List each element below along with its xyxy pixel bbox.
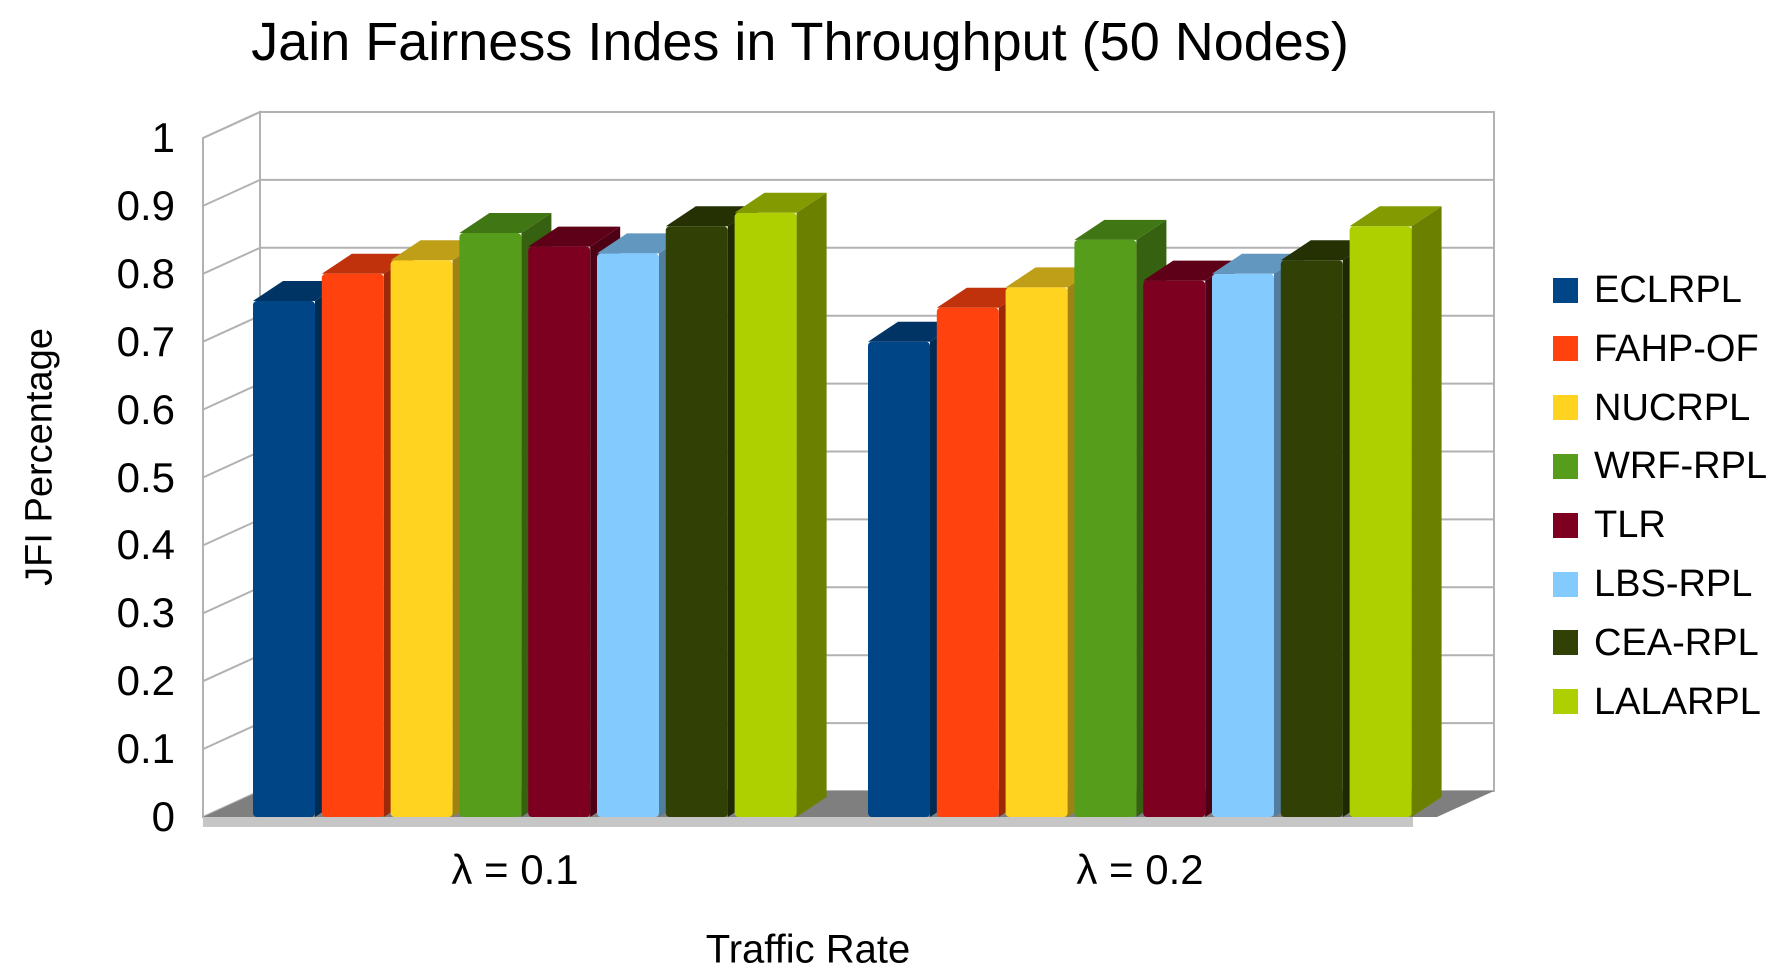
gridline-side	[202, 722, 261, 751]
legend-item-eclrpl: ECLRPL	[1553, 268, 1742, 312]
bar-lbs-rpl-2	[1212, 273, 1274, 817]
bar-fahp-of-2	[936, 307, 999, 817]
y-tick-label-0.8: 0.8	[116, 249, 175, 297]
bar-cea-rpl-1	[665, 226, 728, 817]
bar-tlr-2-top	[1143, 260, 1236, 281]
y-tick-label-0.9: 0.9	[116, 181, 175, 229]
bar-lalarpl-2	[1349, 226, 1412, 817]
gridline-side	[202, 586, 261, 615]
gridline-side	[202, 450, 261, 479]
legend-item-lalarpl: LALARPL	[1553, 680, 1761, 724]
x-axis-title: Traffic Rate	[705, 927, 911, 972]
bar-wrf-rpl-1-top	[459, 213, 552, 234]
bar-lalarpl-1	[734, 212, 797, 817]
legend-color-chip	[1553, 689, 1578, 715]
bar-nucrpl-2	[1005, 287, 1068, 817]
bar-cea-rpl-2	[1280, 260, 1343, 818]
bar-lalarpl-1-side	[796, 192, 827, 817]
legend-label: NUCRPL	[1594, 386, 1751, 429]
legend-item-cea-rpl: CEA-RPL	[1553, 621, 1759, 665]
legend-item-tlr: TLR	[1553, 503, 1666, 547]
bar-wrf-rpl-1	[459, 233, 522, 817]
legend-color-chip	[1553, 395, 1578, 421]
gridline-side	[202, 111, 261, 139]
gridline-side	[202, 314, 261, 343]
gridline-side	[202, 654, 261, 683]
y-tick-label-0.3: 0.3	[116, 589, 175, 637]
bar-fahp-of-1	[321, 273, 384, 817]
bar-lalarpl-2-side	[1411, 206, 1442, 817]
y-tick-label-0.7: 0.7	[116, 317, 175, 365]
y-tick-label-1: 1	[151, 114, 175, 161]
y-tick-label-0.6: 0.6	[116, 385, 175, 433]
legend-label: WRF-RPL	[1594, 445, 1768, 488]
gridline-side	[202, 246, 261, 275]
chart-title: Jain Fairness Indes in Throughput (50 No…	[251, 12, 1349, 72]
bar-tlr-1-top	[528, 226, 621, 247]
y-tick-label-0.1: 0.1	[116, 725, 175, 773]
bar-tlr-2	[1143, 280, 1206, 818]
x-category-label-2: λ = 0.2	[1076, 846, 1204, 893]
legend-label: TLR	[1594, 504, 1666, 547]
legend-item-lbs-rpl: LBS-RPL	[1553, 562, 1752, 606]
bar-lalarpl-1-top	[734, 192, 827, 213]
legend-color-chip	[1553, 630, 1578, 656]
bar-lbs-rpl-1	[597, 253, 659, 817]
bar-tlr-1	[528, 246, 591, 817]
legend-color-chip	[1553, 512, 1578, 538]
legend-item-fahp-of: FAHP-OF	[1553, 327, 1759, 371]
bar-wrf-rpl-2	[1074, 239, 1137, 818]
legend-color-chip	[1553, 571, 1578, 597]
legend-label: LBS-RPL	[1594, 563, 1753, 605]
legend-label: LALARPL	[1594, 680, 1761, 723]
legend-label: ECLRPL	[1594, 269, 1742, 311]
bar-eclrpl-1	[253, 300, 315, 818]
legend-color-chip	[1553, 336, 1578, 362]
gridline-side	[202, 518, 261, 547]
legend-color-chip	[1553, 277, 1578, 303]
legend-item-nucrpl: NUCRPL	[1553, 386, 1750, 430]
legend: ECLRPL FAHP-OF NUCRPL WRF-RPL TLR LBS-RPL CEA-…	[1553, 0, 1787, 978]
bar-eclrpl-2	[868, 341, 930, 817]
legend-color-chip	[1553, 453, 1578, 479]
legend-label: CEA-RPL	[1594, 621, 1759, 664]
y-axis-title: JFI Percentage	[18, 328, 61, 586]
gridline-side	[202, 382, 261, 411]
bar-nucrpl-1	[390, 260, 453, 818]
gridline-side	[202, 178, 261, 207]
legend-item-wrf-rpl: WRF-RPL	[1553, 444, 1767, 488]
legend-label: FAHP-OF	[1594, 327, 1759, 370]
bar-lalarpl-2-top	[1349, 206, 1442, 227]
y-tick-label-0: 0	[151, 793, 175, 840]
x-category-label-1: λ = 0.1	[451, 846, 579, 893]
y-tick-label-0.4: 0.4	[116, 521, 175, 569]
bar-wrf-rpl-2-top	[1074, 219, 1167, 240]
floor-front-edge	[203, 817, 1413, 827]
y-tick-label-0.5: 0.5	[116, 453, 175, 501]
y-tick-label-0.2: 0.2	[116, 657, 175, 705]
